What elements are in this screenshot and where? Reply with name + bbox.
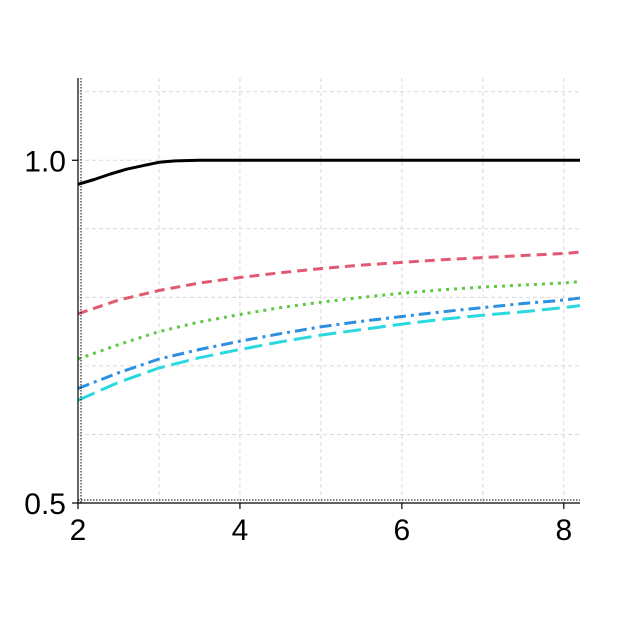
tick-labels: 2 4 6 8 0.5 1.0	[24, 145, 572, 547]
series-line-3	[77, 280, 581, 361]
y-tick-label: 1.0	[24, 145, 66, 178]
x-tick-label: 8	[555, 514, 572, 547]
series-line-4	[77, 296, 581, 390]
series-layer	[77, 158, 581, 402]
grid	[78, 78, 580, 503]
y-tick-label: 0.5	[24, 488, 66, 521]
series-line-1	[77, 158, 580, 186]
x-tick-label: 6	[394, 514, 411, 547]
axes	[72, 78, 580, 509]
series-line-5	[77, 304, 581, 402]
x-tick-label: 4	[232, 514, 249, 547]
x-tick-label: 2	[70, 514, 87, 547]
